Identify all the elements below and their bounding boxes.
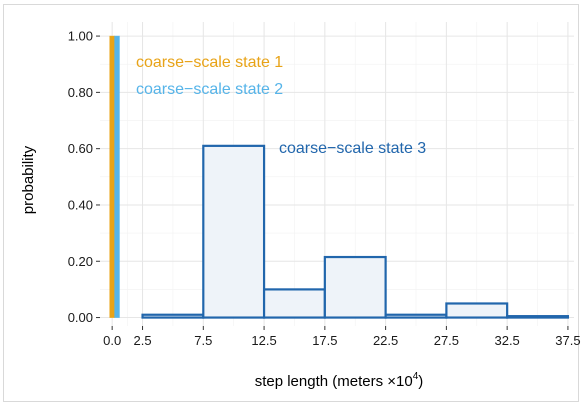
grid: [100, 22, 574, 326]
bars: [109, 35, 570, 319]
bar-series-1-bin-1: [109, 35, 115, 318]
plot-frame: [3, 4, 579, 402]
annotations: coarse−scale state 1 coarse−scale state 2…: [136, 54, 426, 157]
x-tick-label: 7.5: [194, 333, 212, 348]
bar-series-3-bin-7: [506, 315, 570, 319]
x-tick-label: 27.5: [434, 333, 459, 348]
bar-series-3-bin-1: [141, 313, 205, 319]
x-axis-title-close: ): [418, 373, 423, 390]
y-tick-label: 0.80: [68, 85, 93, 100]
x-axis: 0.0 2.5 7.5 12.5 17.5 22.5 27.5 32.5 37.5: [103, 326, 581, 348]
y-axis: 0.00 0.20 0.40 0.60 0.80 1.00: [68, 29, 100, 325]
x-tick-label: 17.5: [312, 333, 337, 348]
x-axis-title-text: step length (meters ×: [255, 373, 396, 390]
x-axis-title: step length (meters ×104): [255, 371, 424, 390]
x-axis-title-power: 4: [413, 371, 419, 382]
series-label-2: coarse−scale state 2: [136, 81, 283, 98]
y-tick-label: 0.40: [68, 197, 93, 212]
x-tick-label: 0.0: [103, 333, 121, 348]
x-tick-label: 2.5: [133, 333, 151, 348]
bar-series-3-bin-6: [445, 302, 509, 319]
y-tick-label: 0.60: [68, 141, 93, 156]
bar-series-3-bin-3: [262, 288, 326, 319]
bar-series-2-bin-1: [114, 35, 120, 318]
x-tick-label: 37.5: [555, 333, 580, 348]
bar-series-3-bin-4: [323, 255, 387, 319]
y-tick-label: 0.00: [68, 310, 93, 325]
x-tick-label: 22.5: [373, 333, 398, 348]
bar-series-3-bin-2: [202, 144, 266, 319]
x-tick-label: 12.5: [251, 333, 276, 348]
series-label-1: coarse−scale state 1: [136, 54, 283, 71]
y-tick-label: 0.20: [68, 254, 93, 269]
x-tick-label: 32.5: [494, 333, 519, 348]
series-label-3: coarse−scale state 3: [279, 140, 426, 157]
bar-series-3-bin-5: [384, 313, 448, 319]
x-axis-title-base: 10: [396, 373, 413, 390]
y-tick-label: 1.00: [68, 29, 93, 44]
y-axis-title: probability: [20, 145, 37, 214]
